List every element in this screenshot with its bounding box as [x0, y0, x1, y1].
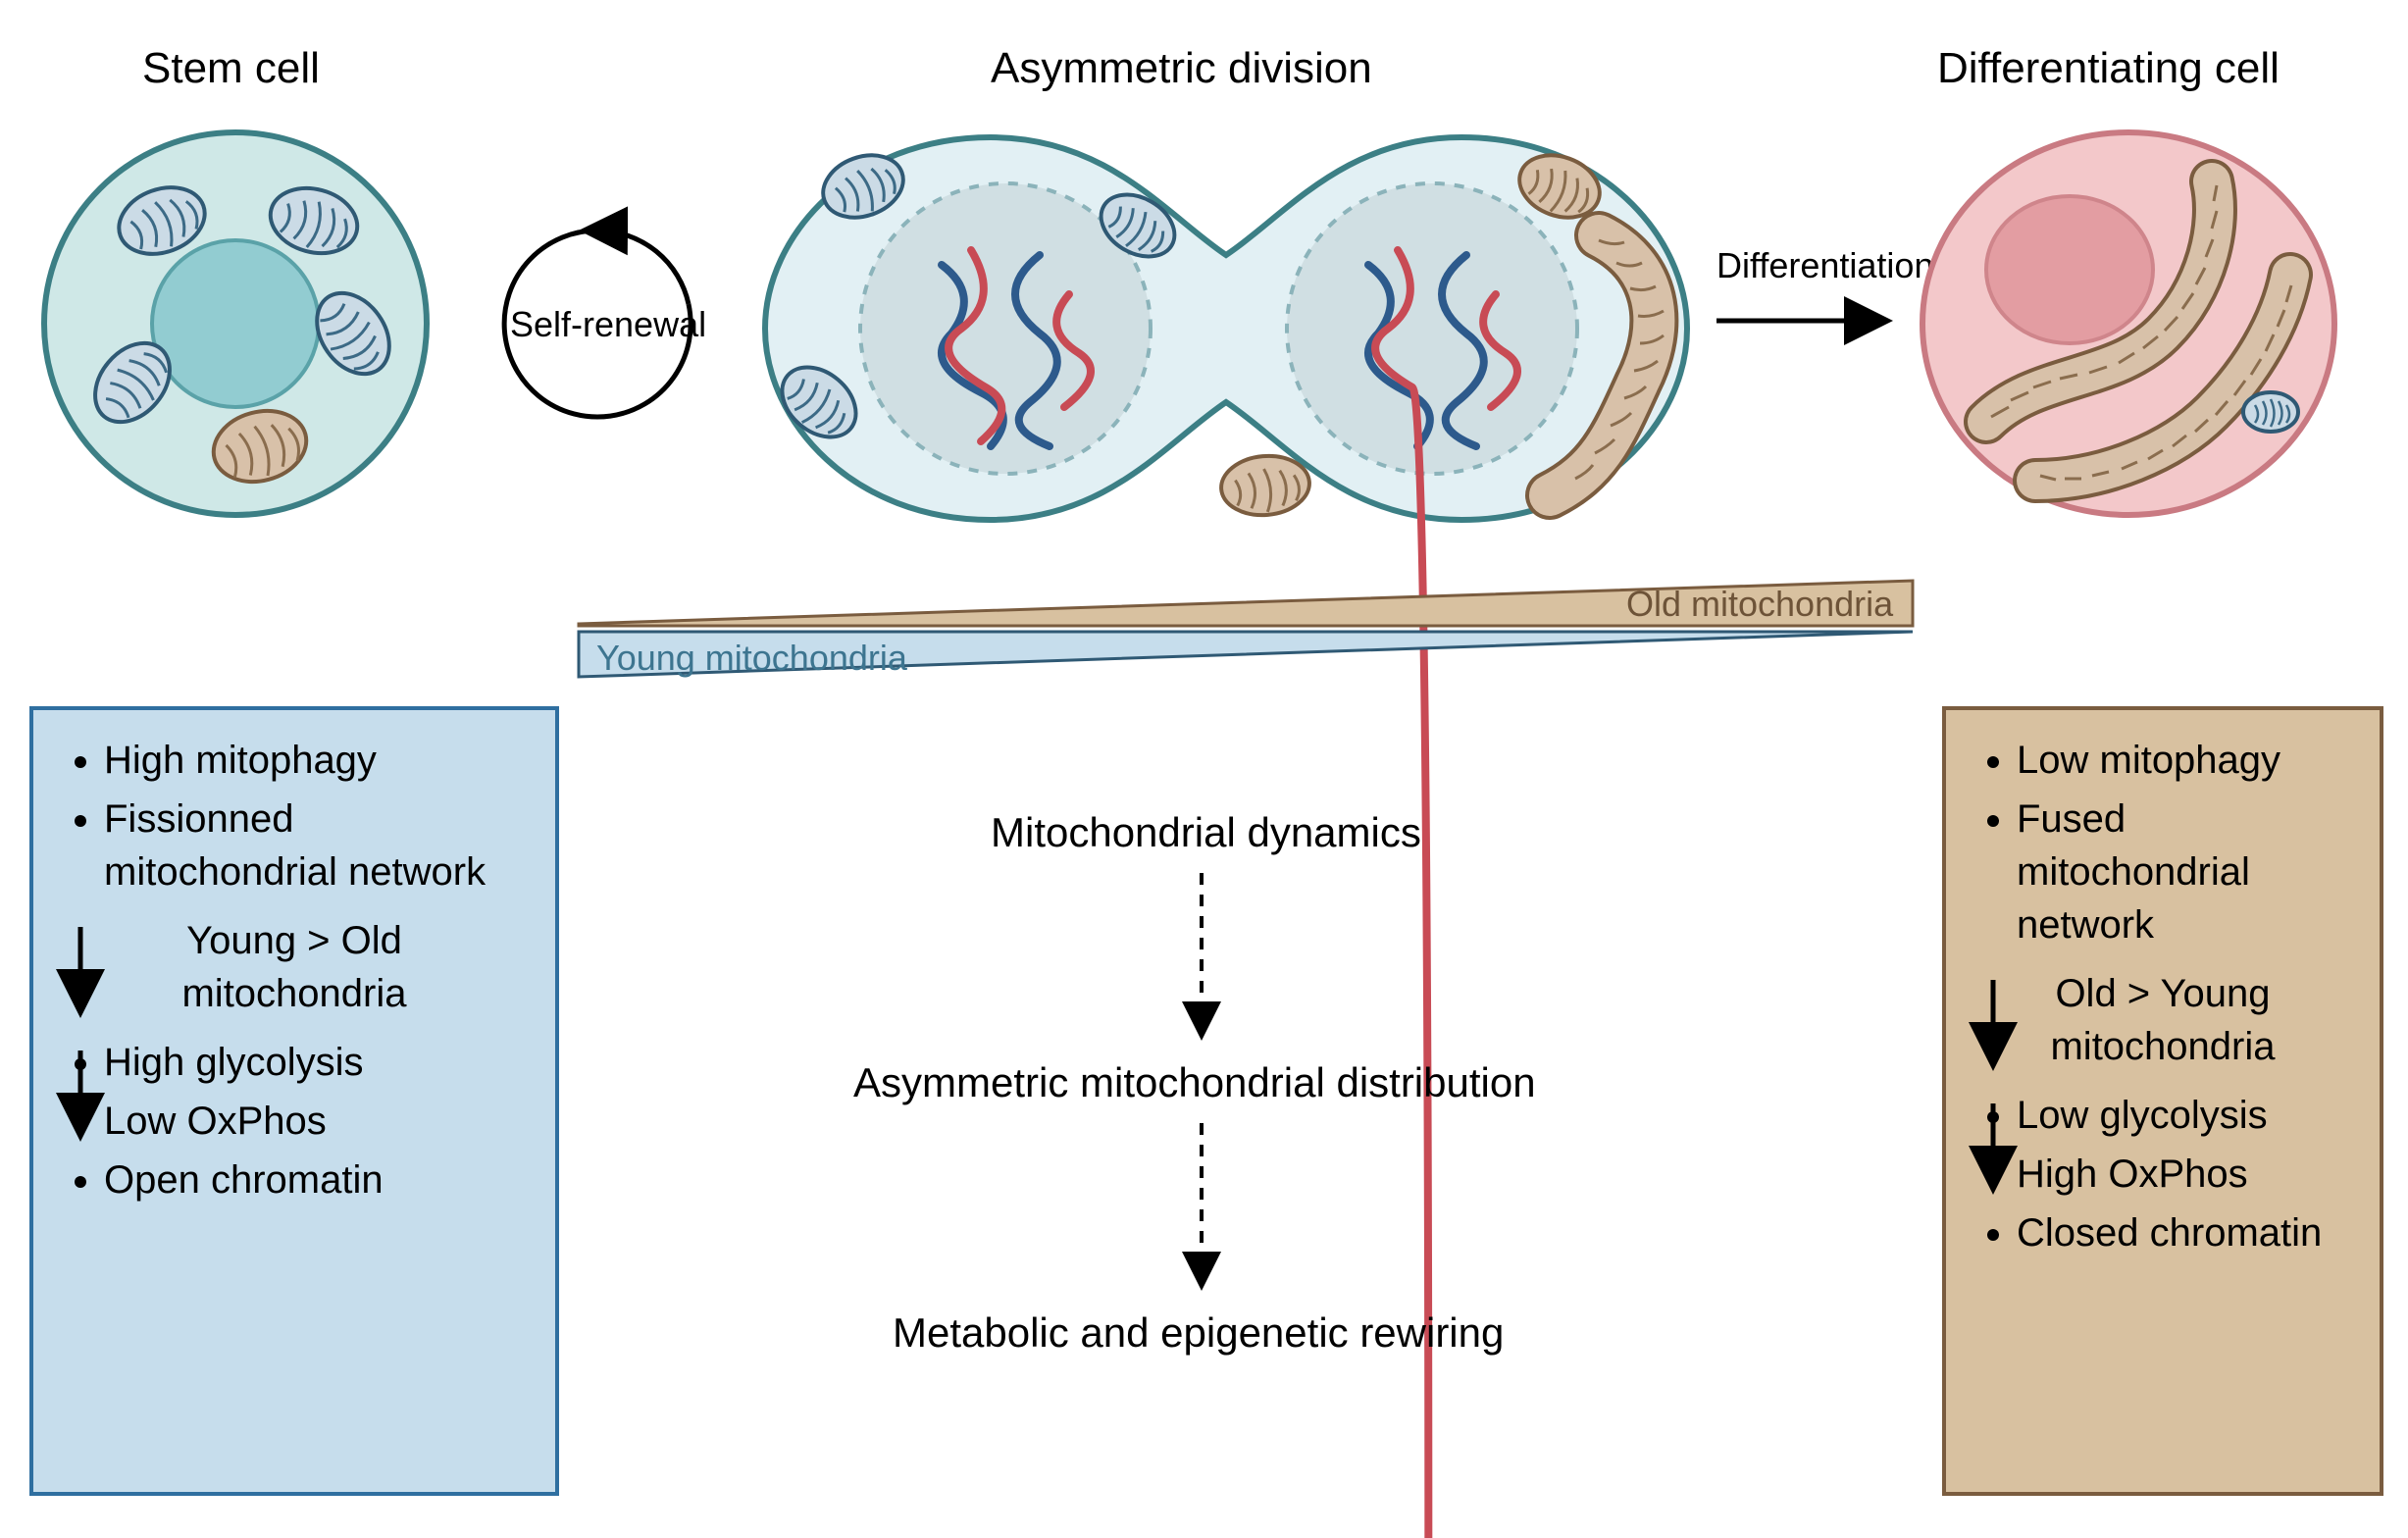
differentiation-label: Differentiation — [1716, 245, 1933, 286]
right-bottom-list: Low glycolysis High OxPhos Closed chroma… — [1973, 1089, 2352, 1259]
list-item: Fissionned mitochondrial network — [104, 793, 528, 898]
list-item: High mitophagy — [104, 734, 528, 787]
heading-asymmetric-division: Asymmetric division — [991, 44, 1372, 93]
left-mid-text: Young > Old mitochondria — [118, 914, 471, 1020]
left-top-list: High mitophagy Fissionned mitochondrial … — [61, 734, 528, 898]
heading-differentiating-cell: Differentiating cell — [1937, 44, 2280, 93]
differentiating-cell — [1918, 128, 2339, 530]
list-item: High glycolysis — [104, 1036, 528, 1089]
flow-arrow-1 — [1182, 868, 1221, 1040]
mito-young-icon — [2243, 392, 2298, 432]
list-item: Low glycolysis — [2017, 1089, 2352, 1142]
young-mitochondria-label: Young mitochondria — [596, 638, 907, 679]
heading-stem-cell: Stem cell — [142, 44, 320, 93]
right-mid-text: Old > Young mitochondria — [1986, 967, 2339, 1073]
right-top-list: Low mitophagy Fused mitochondrial networ… — [1973, 734, 2352, 951]
left-bottom-list: High glycolysis Low OxPhos Open chromati… — [61, 1036, 528, 1206]
list-item: Closed chromatin — [2017, 1206, 2352, 1259]
self-renewal-label: Self-renewal — [510, 304, 706, 345]
stem-cell — [39, 128, 432, 520]
list-item: Fused mitochondrial network — [2017, 793, 2352, 951]
flow-step-3: Metabolic and epigenetic rewiring — [893, 1309, 1504, 1357]
stem-cell-properties-box: High mitophagy Fissionned mitochondrial … — [29, 706, 559, 1496]
down-arrow-icon — [61, 1046, 100, 1134]
differentiating-cell-properties-box: Low mitophagy Fused mitochondrial networ… — [1942, 706, 2383, 1496]
down-arrow-icon — [1973, 1099, 2013, 1187]
down-arrow-icon — [61, 922, 100, 1010]
diagram-canvas: Stem cell Asymmetric division Differenti… — [0, 0, 2408, 1538]
list-item: Low OxPhos — [104, 1095, 528, 1148]
list-item: Low mitophagy — [2017, 734, 2352, 787]
down-arrow-icon — [1973, 975, 2013, 1063]
flow-step-2: Asymmetric mitochondrial distribution — [853, 1059, 1536, 1106]
old-mitochondria-label: Old mitochondria — [1626, 584, 1893, 625]
flow-arrow-2 — [1182, 1118, 1221, 1290]
dividing-cell — [745, 108, 1707, 549]
list-item: High OxPhos — [2017, 1148, 2352, 1201]
list-item: Open chromatin — [104, 1154, 528, 1206]
differentiation-arrow — [1712, 294, 1908, 348]
flow-step-1: Mitochondrial dynamics — [991, 809, 1421, 856]
mito-old-icon — [1219, 452, 1312, 519]
